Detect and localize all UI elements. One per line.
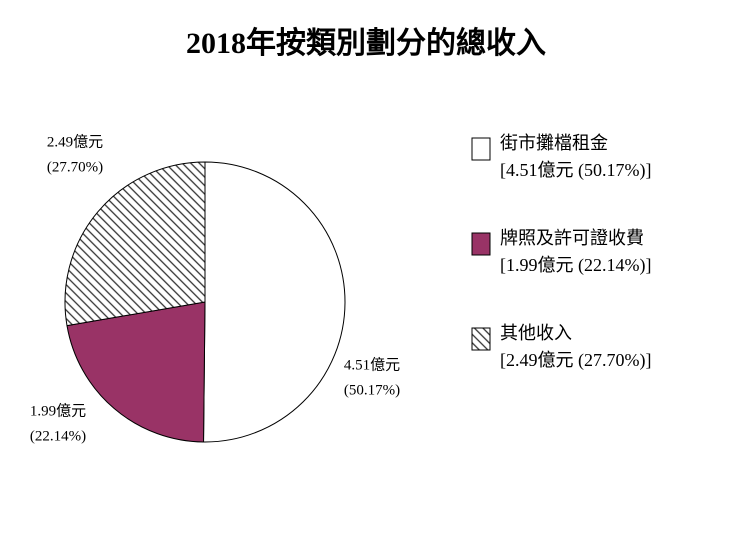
legend-label: 街市攤檔租金: [500, 133, 608, 153]
data-label: (22.14%): [30, 428, 86, 444]
pie-slice: [64, 161, 206, 327]
data-label: 4.51億元: [344, 356, 400, 373]
chart-title: 2018年按類別劃分的總收入: [186, 26, 546, 60]
data-label: (27.70%): [47, 159, 103, 175]
legend-detail: [1.99億元 (22.14%)]: [500, 255, 651, 276]
pie-slice: [203, 161, 346, 443]
data-label: 2.49億元: [47, 133, 103, 150]
legend-label: 牌照及許可證收費: [500, 228, 644, 248]
legend-detail: [4.51億元 (50.17%)]: [500, 160, 651, 181]
data-label: (50.17%): [344, 382, 400, 398]
legend-swatch: [471, 137, 491, 161]
legend-detail: [2.49億元 (27.70%)]: [500, 350, 651, 371]
legend-label: 其他收入: [500, 323, 572, 343]
pie-slice: [66, 301, 206, 443]
data-label: 1.99億元: [30, 402, 86, 419]
legend-swatch: [471, 232, 491, 256]
legend-swatch: [471, 327, 491, 351]
